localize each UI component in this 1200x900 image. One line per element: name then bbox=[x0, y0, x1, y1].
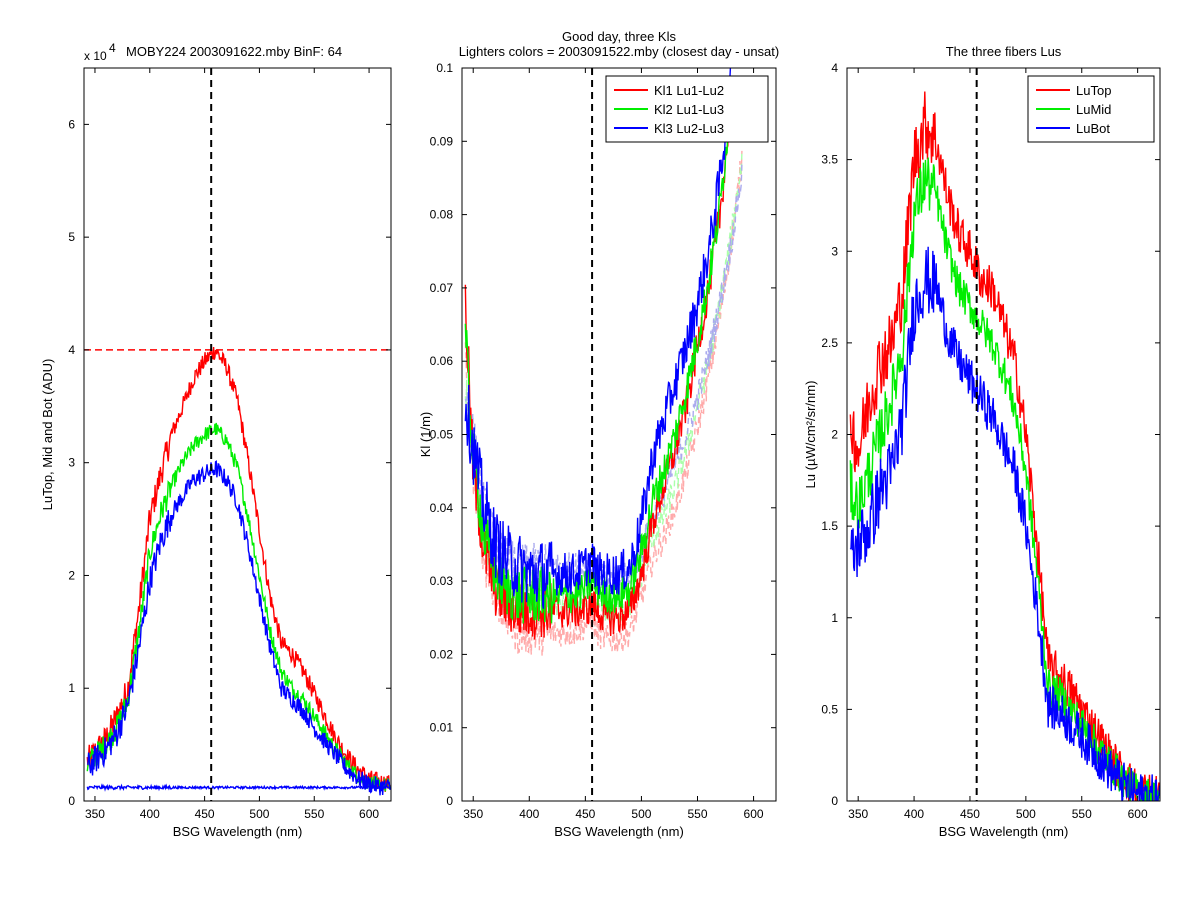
x-tick-label: 500 bbox=[249, 807, 269, 821]
plot-area bbox=[464, 68, 743, 801]
y-tick-label: 0.04 bbox=[430, 501, 454, 515]
y-tick-label: 0 bbox=[68, 794, 75, 808]
chart-title: Good day, three Kls bbox=[562, 29, 676, 44]
series-line-5 bbox=[464, 113, 732, 624]
x-tick-label: 550 bbox=[687, 807, 707, 821]
x-tick-label: 450 bbox=[960, 807, 980, 821]
x-axis-label: BSG Wavelength (nm) bbox=[173, 824, 303, 839]
y-tick-label: 0 bbox=[831, 794, 838, 808]
legend-entry: LuMid bbox=[1076, 102, 1111, 117]
chart-panel-2: 350 400 450 500 550 600 0 0.01 0.02 0.03 0.04 0.05 0… bbox=[418, 29, 779, 839]
y-tick-label: 2 bbox=[831, 428, 838, 442]
x-tick-label: 450 bbox=[575, 807, 595, 821]
x-tick-label: 550 bbox=[304, 807, 324, 821]
x-tick-label: 550 bbox=[1072, 807, 1092, 821]
y-tick-label: 2.5 bbox=[821, 336, 838, 350]
x-tick-label: 500 bbox=[631, 807, 651, 821]
series-line-6 bbox=[464, 68, 732, 609]
y-tick-label: 0.02 bbox=[430, 647, 454, 661]
y-tick-label: 0.08 bbox=[430, 208, 454, 222]
chart-panel-1: 350 400 450 500 550 600 0 1 2 3 4 5 6 BSG Wavelength … bbox=[40, 41, 392, 839]
chart-subtitle: Lighters colors = 2003091522.mby (closes… bbox=[459, 44, 779, 59]
y-tick-label: 0 bbox=[446, 794, 453, 808]
y-tick-label: 1 bbox=[68, 681, 75, 695]
plot-area bbox=[84, 68, 391, 801]
x-tick-label: 450 bbox=[195, 807, 215, 821]
x-tick-label: 350 bbox=[848, 807, 868, 821]
y-tick-label: 0.03 bbox=[430, 574, 454, 588]
x-tick-label: 400 bbox=[519, 807, 539, 821]
y-axis-label: Kl (1/m) bbox=[418, 412, 433, 458]
series-line-1 bbox=[86, 347, 391, 793]
series-line-3 bbox=[86, 460, 391, 796]
y-axis-label: Lu (µW/cm²/sr/nm) bbox=[803, 381, 818, 489]
plot-area bbox=[849, 68, 1160, 801]
y-tick-label: 0.09 bbox=[430, 134, 454, 148]
x-tick-label: 400 bbox=[140, 807, 160, 821]
y-tick-label: 2 bbox=[68, 568, 75, 582]
y-tick-label: 0.01 bbox=[430, 721, 454, 735]
y-tick-label: 0.1 bbox=[436, 61, 453, 75]
legend-entry: LuTop bbox=[1076, 83, 1111, 98]
chart-title: MOBY224 2003091622.mby BinF: 64 bbox=[126, 44, 342, 59]
x-tick-label: 600 bbox=[1128, 807, 1148, 821]
series-line-1 bbox=[464, 150, 743, 656]
y-exponent-power: 4 bbox=[109, 41, 116, 55]
y-axis-label: LuTop, Mid and Bot (ADU) bbox=[40, 359, 55, 511]
y-tick-label: 1 bbox=[831, 611, 838, 625]
y-tick-label: 6 bbox=[68, 117, 75, 131]
legend: Kl1 Lu1-Lu2 Kl2 Lu1-Lu3 Kl3 Lu2-Lu3 bbox=[605, 75, 769, 143]
axes-box bbox=[83, 67, 392, 802]
series-line-2 bbox=[849, 157, 1160, 801]
axes-box bbox=[461, 67, 777, 802]
y-tick-label: 3 bbox=[68, 456, 75, 470]
legend-entry: Kl2 Lu1-Lu3 bbox=[654, 102, 724, 117]
y-tick-label: 3 bbox=[831, 244, 838, 258]
y-tick-label: 0.06 bbox=[430, 354, 454, 368]
legend-entry: Kl1 Lu1-Lu2 bbox=[654, 83, 724, 98]
y-tick-label: 5 bbox=[68, 230, 75, 244]
y-tick-label: 0.05 bbox=[430, 428, 454, 442]
series-line-3 bbox=[464, 163, 743, 593]
y-tick-label: 3.5 bbox=[821, 153, 838, 167]
legend-entry: Kl3 Lu2-Lu3 bbox=[654, 121, 724, 136]
x-tick-label: 350 bbox=[463, 807, 483, 821]
legend: LuTop LuMid LuBot bbox=[1027, 75, 1155, 143]
x-axis-label: BSG Wavelength (nm) bbox=[554, 824, 684, 839]
x-tick-label: 500 bbox=[1016, 807, 1036, 821]
chart-title: The three fibers Lus bbox=[946, 44, 1062, 59]
x-axis-label: BSG Wavelength (nm) bbox=[939, 824, 1069, 839]
x-tick-label: 600 bbox=[744, 807, 764, 821]
series-line-2 bbox=[86, 422, 391, 793]
y-tick-label: 4 bbox=[68, 343, 75, 357]
y-tick-label: 0.07 bbox=[430, 281, 454, 295]
y-exponent-label: x 10 bbox=[84, 49, 107, 63]
series-line-4 bbox=[86, 783, 391, 792]
x-tick-label: 400 bbox=[904, 807, 924, 821]
legend-entry: LuBot bbox=[1076, 121, 1110, 136]
x-tick-label: 600 bbox=[359, 807, 379, 821]
x-tick-label: 350 bbox=[85, 807, 105, 821]
series-line-3 bbox=[849, 246, 1160, 801]
y-tick-label: 1.5 bbox=[821, 519, 838, 533]
chart-panel-3: 350 400 450 500 550 600 0 0.5 1 1.5 2 2.5 3 3.5 4 BSG W… bbox=[803, 44, 1161, 839]
y-tick-label: 0.5 bbox=[821, 702, 838, 716]
y-tick-label: 4 bbox=[831, 61, 838, 75]
